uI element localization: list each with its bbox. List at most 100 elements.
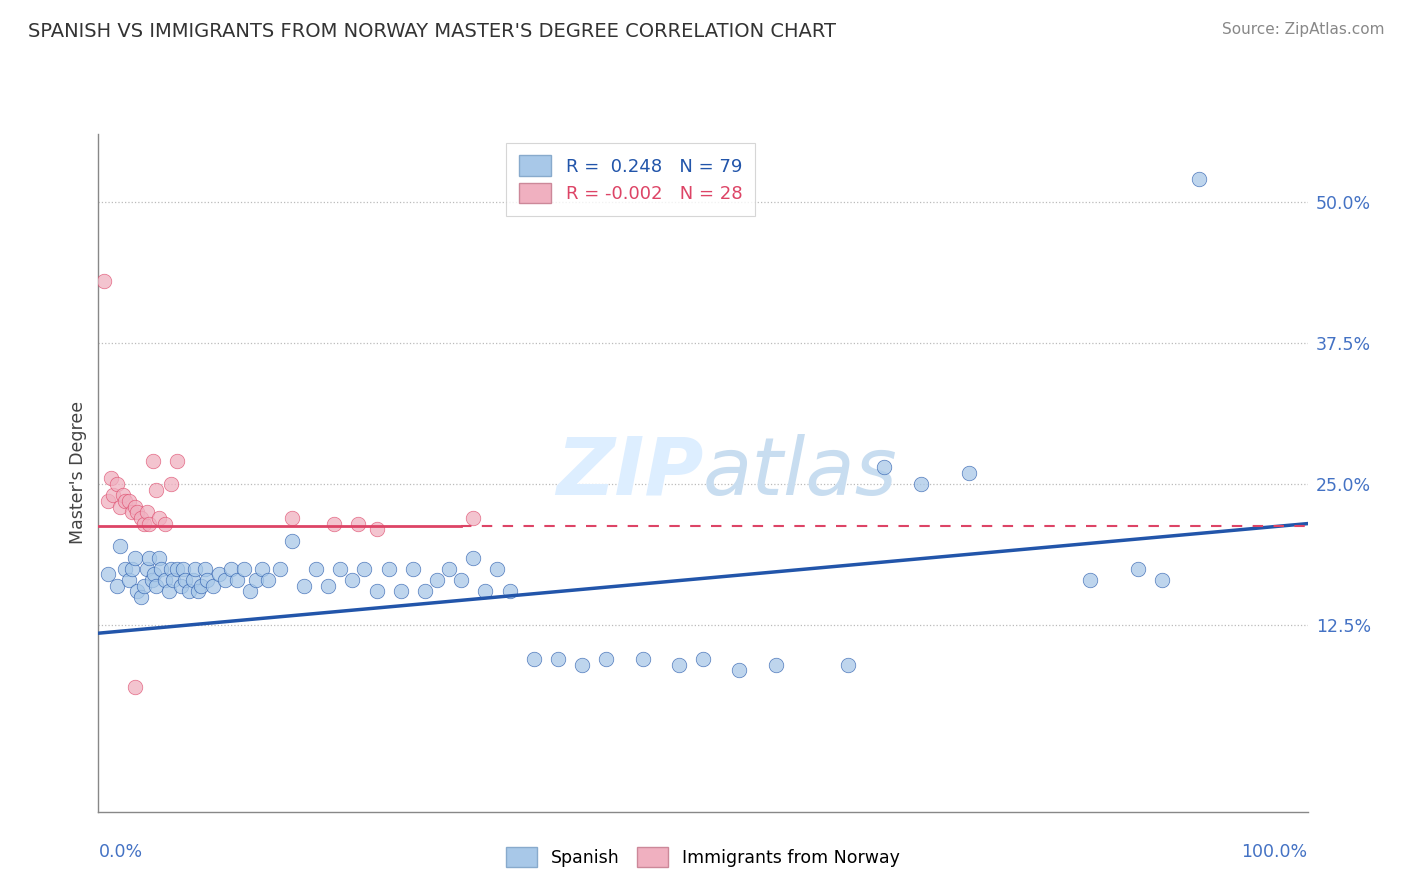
Point [184, 562, 207, 576]
Point [353, 562, 375, 576]
Point [214, 573, 236, 587]
Point [124, 500, 146, 514]
Point [127, 505, 149, 519]
Point [129, 511, 152, 525]
Point [108, 500, 131, 514]
Point [145, 579, 167, 593]
Point [1128, 562, 1150, 576]
Point [837, 657, 859, 672]
Text: atlas: atlas [703, 434, 898, 512]
Point [426, 573, 449, 587]
Point [413, 584, 436, 599]
Point [463, 550, 485, 565]
Point [1078, 573, 1101, 587]
Point [179, 584, 201, 599]
Point [195, 573, 218, 587]
Point [181, 573, 204, 587]
Text: Source: ZipAtlas.com: Source: ZipAtlas.com [1222, 22, 1385, 37]
Point [100, 471, 122, 485]
Point [142, 454, 165, 468]
Point [118, 494, 141, 508]
Point [97, 567, 120, 582]
Point [208, 567, 231, 582]
Point [97, 494, 120, 508]
Point [1152, 573, 1174, 587]
Point [232, 562, 254, 576]
Point [728, 664, 751, 678]
Text: 100.0%: 100.0% [1241, 843, 1308, 861]
Point [105, 579, 128, 593]
Legend: R =  0.248   N = 79, R = -0.002   N = 28: R = 0.248 N = 79, R = -0.002 N = 28 [506, 143, 755, 216]
Point [114, 562, 136, 576]
Point [342, 573, 364, 587]
Point [118, 573, 141, 587]
Point [292, 579, 315, 593]
Point [250, 562, 273, 576]
Point [162, 573, 184, 587]
Point [153, 516, 176, 531]
Point [129, 590, 152, 604]
Point [486, 562, 509, 576]
Point [366, 584, 388, 599]
Point [474, 584, 496, 599]
Point [121, 562, 143, 576]
Point [329, 562, 352, 576]
Point [305, 562, 328, 576]
Point [124, 681, 146, 695]
Point [150, 562, 173, 576]
Point [323, 516, 346, 531]
Point [148, 550, 170, 565]
Point [450, 573, 472, 587]
Point [1188, 172, 1211, 186]
Point [108, 539, 131, 553]
Text: SPANISH VS IMMIGRANTS FROM NORWAY MASTER'S DEGREE CORRELATION CHART: SPANISH VS IMMIGRANTS FROM NORWAY MASTER… [28, 22, 837, 41]
Point [571, 657, 593, 672]
Point [523, 652, 546, 666]
Point [631, 652, 654, 666]
Point [347, 516, 370, 531]
Point [595, 652, 617, 666]
Y-axis label: Master's Degree: Master's Degree [69, 401, 87, 544]
Point [157, 584, 180, 599]
Point [281, 533, 304, 548]
Point [114, 494, 136, 508]
Point [135, 562, 157, 576]
Point [316, 579, 339, 593]
Point [221, 562, 243, 576]
Point [668, 657, 690, 672]
Point [377, 562, 399, 576]
Point [101, 488, 124, 502]
Point [873, 460, 896, 475]
Point [957, 466, 980, 480]
Point [692, 652, 714, 666]
Point [160, 477, 183, 491]
Point [127, 584, 149, 599]
Point [194, 562, 217, 576]
Point [143, 567, 166, 582]
Legend: Spanish, Immigrants from Norway: Spanish, Immigrants from Norway [499, 840, 907, 874]
Point [463, 511, 485, 525]
Point [498, 584, 520, 599]
Text: ZIP: ZIP [555, 434, 703, 512]
Point [190, 579, 212, 593]
Point [256, 573, 278, 587]
Point [269, 562, 291, 576]
Point [402, 562, 425, 576]
Point [226, 573, 249, 587]
Point [166, 454, 188, 468]
Point [141, 573, 163, 587]
Point [134, 516, 156, 531]
Point [111, 488, 134, 502]
Point [187, 584, 209, 599]
Point [174, 573, 197, 587]
Point [202, 579, 225, 593]
Point [160, 562, 183, 576]
Point [281, 511, 304, 525]
Point [138, 550, 160, 565]
Point [124, 550, 146, 565]
Point [366, 522, 388, 536]
Point [121, 505, 143, 519]
Point [172, 562, 194, 576]
Point [169, 579, 191, 593]
Point [93, 274, 115, 288]
